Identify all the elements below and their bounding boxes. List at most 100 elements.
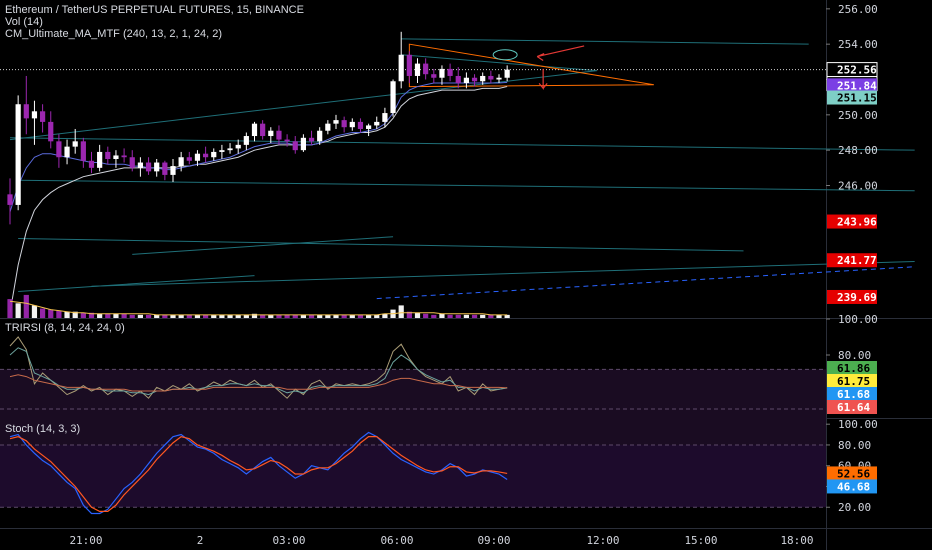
price-tick-label: 256.00 [838, 3, 878, 16]
price-badge-bg [827, 90, 877, 105]
trirsi-badge: 61.64 [837, 401, 870, 414]
candle-body [366, 125, 372, 129]
volume-bar [341, 314, 347, 318]
time-tick-label: 09:00 [477, 534, 510, 547]
volume-bar [211, 314, 217, 318]
candle-body [72, 141, 78, 147]
candle-body [219, 150, 225, 152]
stoch-pane [0, 431, 826, 515]
candle-body [325, 123, 331, 131]
time-tick-label: 15:00 [684, 534, 717, 547]
candle-body [15, 104, 21, 205]
volume-bar [406, 311, 412, 318]
price-tick-label: 248.00 [838, 144, 878, 157]
volume-bar [268, 314, 274, 318]
candle-body [251, 123, 258, 137]
candle-body [194, 153, 201, 161]
price-badge-bg [827, 78, 877, 93]
candle-body [105, 151, 111, 159]
stoch-tick-label: 20.00 [838, 501, 871, 514]
annotation-arrow-down [538, 68, 548, 91]
volume-bar [333, 314, 339, 318]
trirsi-badge-bg [827, 400, 877, 414]
candle-body [414, 63, 421, 76]
candle-body [211, 151, 217, 158]
time-tick-label: 06:00 [380, 534, 413, 547]
volume-bar [186, 314, 192, 318]
candle-body [154, 162, 160, 172]
volume-bar [423, 313, 429, 318]
candle-body [129, 157, 135, 168]
volume-bar [276, 314, 282, 318]
volume-bar [7, 299, 13, 318]
candle-body [504, 69, 510, 78]
price-badge: 243.96 [837, 216, 877, 229]
volume-bar [48, 309, 54, 318]
price-badge: 252.56 [837, 64, 877, 77]
trend-line [18, 179, 915, 192]
candle-body [390, 81, 396, 114]
candle-body [145, 162, 152, 172]
price-badge-bg [827, 214, 877, 229]
volume-bar [203, 314, 209, 318]
volume-bar [23, 294, 29, 318]
candle-body [471, 77, 478, 82]
candle-body [97, 151, 103, 168]
candle-body [170, 166, 176, 175]
volume-bar [113, 313, 119, 318]
price-badge: 241.77 [837, 254, 877, 267]
candle-body [292, 141, 298, 151]
volume-bar [317, 314, 323, 318]
stoch-badge-bg [827, 466, 877, 481]
candle-body [121, 155, 127, 158]
volume-bar [178, 314, 184, 318]
candle-body [88, 160, 95, 168]
candle-body [40, 111, 46, 122]
volume-bar [170, 314, 176, 318]
volume-indicator-label[interactable]: Vol (14) [5, 16, 43, 28]
price-tick-label: 246.00 [838, 180, 878, 193]
volume-bar [72, 311, 78, 318]
stoch-badge-bg [827, 479, 877, 494]
trirsi-tick-label: 80.00 [838, 349, 871, 362]
candle-body [268, 130, 274, 137]
candle-body [48, 121, 54, 142]
candle-body [406, 54, 412, 76]
volume-bar [496, 314, 502, 318]
price-axis[interactable]: 256.00254.00252.00250.00248.00246.00100.… [826, 3, 878, 514]
candle-body [162, 162, 168, 175]
ma-indicator-label[interactable]: CM_Ultimate_MA_MTF (240, 13, 2, 1, 24, 2… [5, 28, 223, 40]
time-axis[interactable]: 21:00 2 03:00 06:00 09:00 12:00 15:00 18:00 [69, 534, 813, 547]
volume-bar [349, 314, 355, 318]
volume-bar [471, 314, 478, 318]
volume-bar [357, 314, 364, 318]
volume-bar [325, 314, 331, 318]
trirsi-badge: 61.86 [837, 362, 870, 375]
candle-body [317, 130, 323, 142]
trirsi-pane [0, 336, 826, 459]
volume-bar [40, 308, 46, 318]
stoch-badge: 52.56 [837, 467, 870, 480]
stoch-indicator-label[interactable]: Stoch (14, 3, 3) [5, 423, 81, 435]
volume-bar [64, 311, 70, 318]
candle-body [276, 130, 282, 140]
time-tick-label: 2 [197, 534, 204, 547]
volume-ma-line [9, 300, 508, 316]
price-tick-label: 254.00 [838, 38, 878, 51]
volume-bar [308, 314, 315, 318]
trend-line [401, 54, 597, 72]
candle-body [447, 68, 453, 76]
stoch-badge: 46.68 [837, 480, 870, 493]
price-badge: 251.84 [837, 79, 877, 92]
trirsi-indicator-label[interactable]: TRIRSI (8, 14, 24, 24, 0) [5, 322, 125, 334]
volume-bar [382, 313, 388, 318]
stoch-tick-label: 80.00 [838, 439, 871, 452]
candle-body [463, 77, 469, 84]
candle-body [374, 121, 380, 126]
candle-body [308, 137, 315, 142]
trend-line [401, 38, 809, 45]
trend-line [9, 70, 597, 141]
trirsi-series-line [9, 336, 508, 399]
volume-bar [88, 312, 95, 318]
